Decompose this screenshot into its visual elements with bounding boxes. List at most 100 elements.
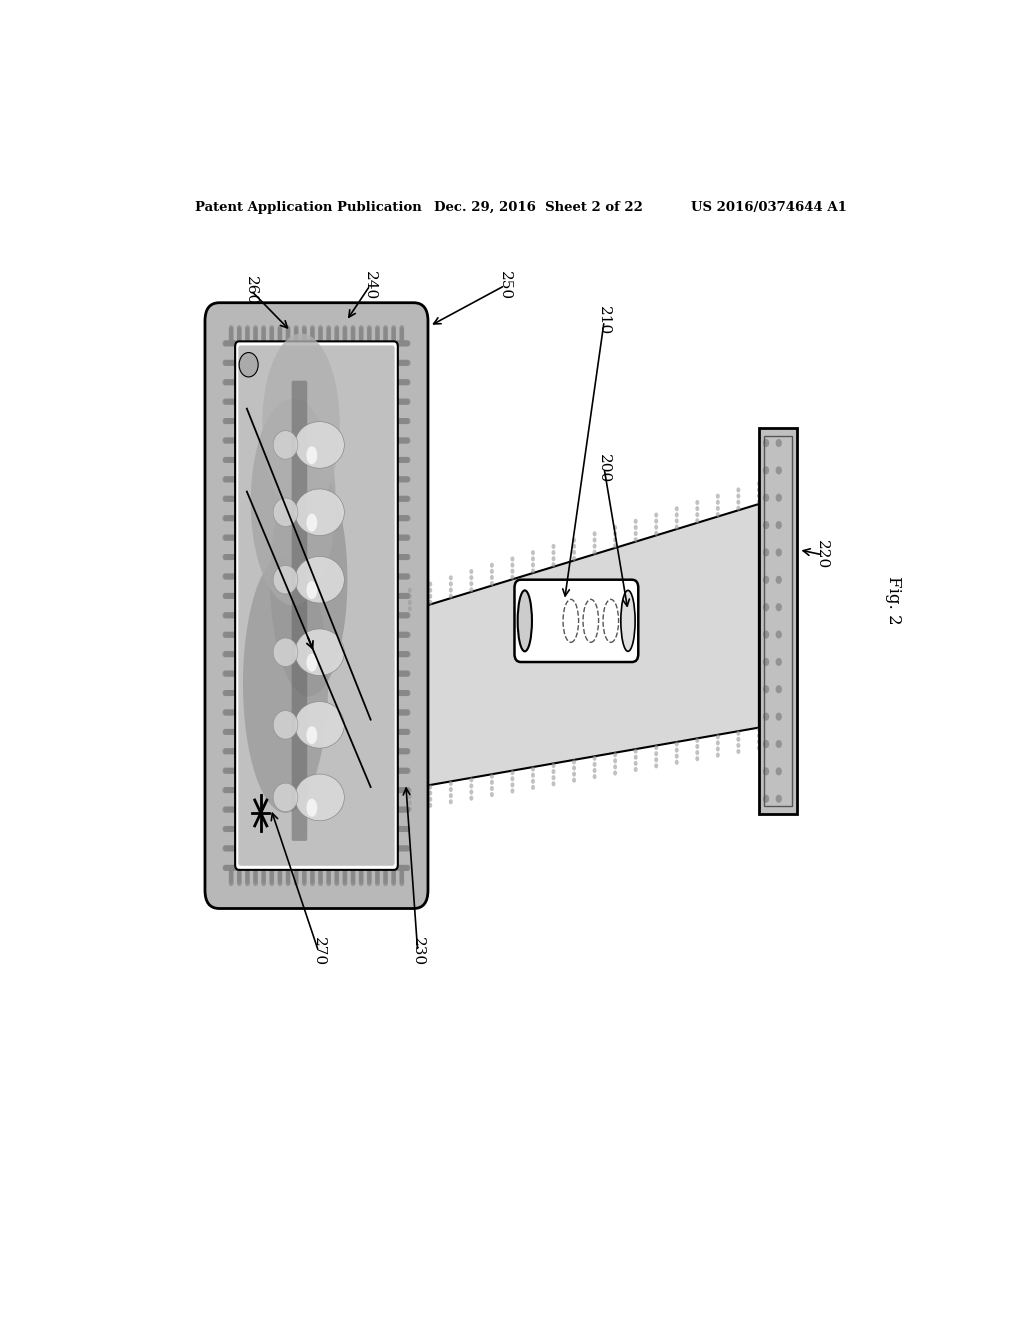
Circle shape: [228, 690, 232, 696]
Circle shape: [510, 788, 514, 793]
Circle shape: [531, 767, 535, 772]
Circle shape: [402, 768, 408, 774]
Circle shape: [224, 341, 228, 346]
Circle shape: [400, 787, 404, 793]
Circle shape: [302, 337, 306, 342]
Circle shape: [228, 327, 233, 333]
Circle shape: [227, 515, 232, 521]
Circle shape: [400, 593, 404, 599]
Circle shape: [383, 327, 388, 333]
Circle shape: [404, 593, 409, 599]
Circle shape: [227, 826, 232, 832]
Circle shape: [245, 327, 250, 333]
Circle shape: [396, 632, 401, 638]
Circle shape: [228, 341, 232, 346]
Circle shape: [286, 865, 291, 871]
Circle shape: [736, 748, 740, 754]
Circle shape: [231, 865, 236, 871]
Ellipse shape: [306, 653, 317, 672]
Circle shape: [230, 535, 236, 541]
Circle shape: [245, 338, 250, 345]
Circle shape: [225, 535, 229, 541]
Circle shape: [404, 360, 410, 366]
Circle shape: [229, 457, 234, 463]
Circle shape: [358, 878, 364, 884]
Circle shape: [391, 878, 396, 884]
Circle shape: [231, 418, 236, 424]
Circle shape: [401, 341, 407, 346]
Circle shape: [233, 535, 239, 541]
Circle shape: [226, 341, 231, 346]
Circle shape: [469, 569, 473, 574]
Circle shape: [225, 651, 230, 657]
Circle shape: [302, 865, 306, 871]
Ellipse shape: [262, 334, 340, 515]
Circle shape: [226, 554, 231, 560]
Circle shape: [231, 515, 236, 521]
Circle shape: [261, 329, 266, 335]
Circle shape: [228, 876, 233, 882]
Circle shape: [232, 477, 237, 482]
Circle shape: [229, 612, 234, 618]
Circle shape: [552, 550, 555, 556]
Circle shape: [232, 554, 238, 560]
Circle shape: [763, 521, 769, 529]
Circle shape: [237, 874, 242, 880]
Circle shape: [350, 333, 355, 339]
Circle shape: [230, 651, 236, 657]
Circle shape: [408, 795, 412, 799]
Circle shape: [223, 807, 228, 813]
Circle shape: [229, 690, 234, 696]
Circle shape: [403, 496, 409, 502]
Circle shape: [310, 327, 314, 333]
Circle shape: [375, 880, 380, 886]
Circle shape: [318, 325, 323, 331]
Circle shape: [404, 768, 410, 774]
Circle shape: [401, 457, 406, 463]
Circle shape: [401, 457, 407, 463]
Circle shape: [232, 651, 237, 657]
Circle shape: [318, 874, 323, 880]
Circle shape: [401, 807, 406, 813]
Ellipse shape: [295, 556, 344, 603]
Circle shape: [400, 709, 404, 715]
Circle shape: [403, 807, 409, 813]
Circle shape: [404, 865, 409, 871]
Circle shape: [225, 457, 230, 463]
Circle shape: [226, 690, 231, 696]
Circle shape: [401, 787, 406, 793]
Circle shape: [401, 709, 407, 715]
Circle shape: [223, 709, 228, 715]
Circle shape: [400, 437, 404, 444]
Circle shape: [318, 880, 323, 886]
Circle shape: [400, 690, 404, 696]
Circle shape: [399, 573, 404, 579]
Circle shape: [397, 671, 402, 677]
Circle shape: [406, 554, 411, 560]
Circle shape: [401, 768, 407, 774]
Circle shape: [226, 437, 231, 444]
Circle shape: [402, 787, 408, 793]
Circle shape: [232, 535, 237, 541]
Circle shape: [736, 487, 740, 492]
Circle shape: [225, 418, 230, 424]
Circle shape: [230, 360, 236, 366]
Circle shape: [237, 867, 242, 873]
Circle shape: [228, 554, 232, 560]
Circle shape: [310, 871, 314, 876]
Circle shape: [403, 515, 409, 521]
Circle shape: [397, 768, 401, 774]
Circle shape: [383, 325, 388, 331]
Circle shape: [397, 671, 401, 677]
Circle shape: [228, 333, 233, 339]
Circle shape: [396, 845, 401, 851]
Circle shape: [230, 845, 236, 851]
Circle shape: [531, 772, 535, 777]
Circle shape: [224, 554, 228, 560]
Circle shape: [231, 379, 236, 385]
Circle shape: [531, 569, 535, 573]
Circle shape: [228, 709, 232, 715]
Circle shape: [233, 341, 239, 346]
Circle shape: [350, 874, 355, 880]
Circle shape: [225, 729, 230, 735]
